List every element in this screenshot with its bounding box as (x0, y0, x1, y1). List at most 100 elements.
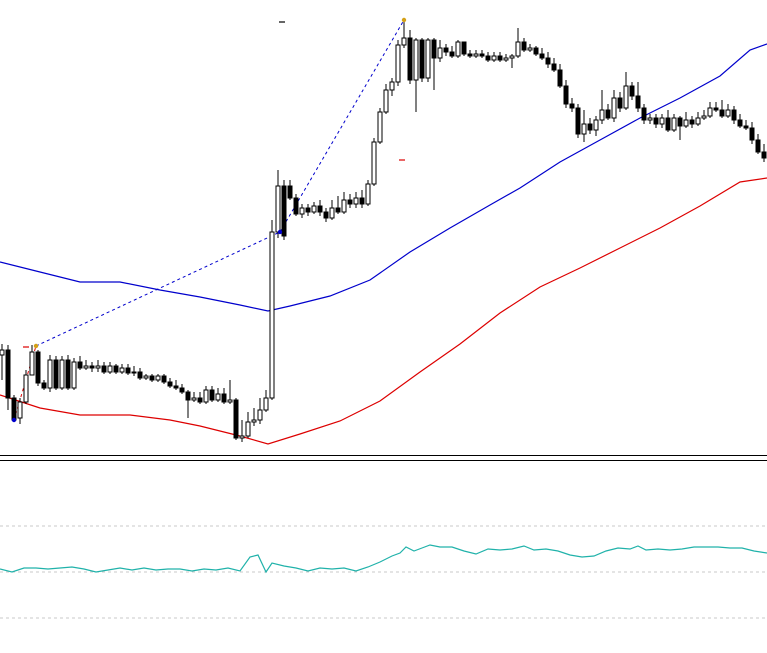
bear-candle (305, 207, 311, 213)
bear-candle (563, 85, 569, 105)
bear-candle (53, 359, 59, 389)
bull-candle (95, 365, 101, 369)
bear-candle (665, 117, 671, 131)
bear-candle (359, 197, 365, 205)
bull-candle (425, 39, 431, 79)
bull-candle (203, 389, 209, 403)
bull-candle (269, 231, 275, 399)
bear-candle (161, 375, 167, 383)
bear-candle (569, 103, 575, 109)
bull-candle (275, 185, 281, 233)
bull-candle (131, 371, 137, 374)
bull-candle (707, 107, 713, 117)
upper-band-line (0, 43, 767, 312)
bear-candle (641, 107, 647, 121)
zigzag-high-marker (401, 17, 407, 23)
bull-candle (515, 41, 521, 57)
bull-candle (413, 39, 419, 81)
bear-candle (221, 393, 227, 403)
bull-candle (509, 55, 515, 59)
bear-candle (179, 387, 185, 393)
bear-candle (293, 197, 299, 215)
indicator-subwindow[interactable] (0, 461, 767, 653)
bull-candle (257, 409, 263, 421)
bull-candle (599, 109, 605, 121)
bear-candle (281, 185, 287, 237)
indicator-series-line (0, 544, 767, 574)
bands-layer (0, 43, 767, 445)
bull-candle (725, 109, 731, 117)
bear-candle (617, 97, 623, 109)
bull-candle (623, 85, 629, 109)
bull-candle (341, 199, 347, 213)
zigzag-high-marker (33, 343, 39, 349)
bear-candle (731, 109, 737, 121)
bull-candle (701, 115, 707, 119)
bull-candle (119, 367, 125, 373)
bear-candle (605, 109, 611, 119)
bear-candle (539, 53, 545, 59)
bull-candle (371, 141, 377, 185)
bear-candle (35, 351, 41, 384)
bear-candle (125, 367, 131, 374)
zigzag-segment (35, 231, 281, 347)
indicator-layer (0, 544, 767, 574)
bear-candle (407, 37, 413, 81)
bear-candle (635, 95, 641, 109)
bear-candle (749, 127, 755, 141)
bull-candle (0, 349, 5, 356)
bull-candle (83, 365, 89, 369)
bear-candle (521, 41, 527, 51)
price-chart[interactable] (0, 0, 767, 460)
bear-candle (419, 39, 425, 79)
bull-candle (251, 419, 257, 423)
bull-candle (473, 53, 479, 57)
bear-candle (719, 109, 725, 117)
bull-candle (527, 47, 533, 51)
bull-candle (695, 117, 701, 125)
bear-candle (557, 69, 563, 87)
bull-candle (503, 57, 509, 61)
bear-candle (185, 391, 191, 401)
bull-candle (647, 117, 653, 121)
bear-candle (173, 385, 179, 389)
bear-candle (197, 397, 203, 403)
panel-separator[interactable] (0, 455, 767, 461)
bear-candle (113, 365, 119, 373)
bull-candle (23, 374, 29, 403)
indicator-levels (0, 525, 767, 619)
bear-candle (149, 375, 155, 381)
bull-candle (611, 97, 617, 119)
bull-candle (683, 119, 689, 127)
bear-candle (755, 139, 761, 153)
bull-candle (107, 365, 113, 373)
bear-candle (485, 55, 491, 61)
bull-candle (71, 361, 77, 389)
bull-candle (245, 421, 251, 437)
bear-candle (443, 47, 449, 53)
bull-candle (263, 397, 269, 411)
bull-candle (191, 397, 197, 401)
bear-candle (497, 55, 503, 61)
bear-candle (431, 39, 437, 59)
bear-candle (347, 199, 353, 205)
bear-candle (101, 365, 107, 373)
bull-candle (47, 359, 53, 389)
bear-candle (653, 117, 659, 125)
bull-candle (659, 117, 665, 125)
bear-candle (545, 57, 551, 65)
bear-candle (629, 85, 635, 97)
bear-candle (11, 397, 17, 421)
bull-candle (59, 359, 65, 389)
bear-candle (323, 211, 329, 219)
bear-candle (689, 119, 695, 125)
bull-candle (581, 123, 587, 135)
bear-candle (41, 382, 47, 389)
bull-candle (17, 401, 23, 419)
markers-layer (11, 17, 407, 423)
bear-candle (209, 389, 215, 401)
zigzag-layer (13, 19, 405, 421)
bull-candle (383, 89, 389, 113)
bull-candle (395, 44, 401, 83)
bear-candle (587, 123, 593, 131)
